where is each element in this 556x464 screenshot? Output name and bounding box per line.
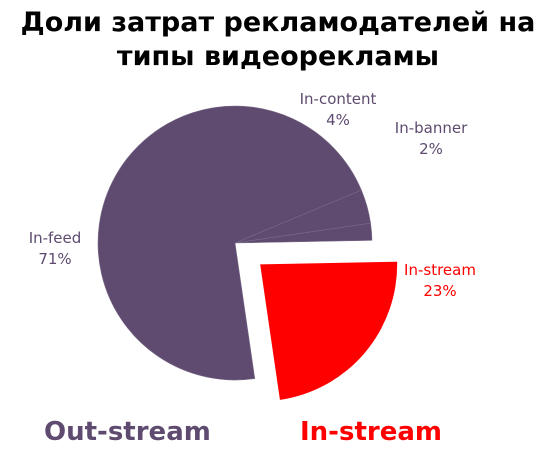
pie-label-in-feed: In-feed 71% [29, 229, 82, 268]
chart-title-line-1: Доли затрат рекламодателей на [20, 7, 536, 38]
pie-label-in-content: In-content 4% [300, 90, 377, 129]
pie-slices [97, 105, 398, 400]
pie-label-value: 23% [423, 282, 456, 300]
pie-label-name: In-content [300, 90, 377, 108]
pie-label-name: In-banner [395, 119, 468, 137]
pie-label-value: 2% [419, 140, 443, 158]
group-label-out-stream: Out-stream [44, 417, 211, 447]
pie-slice-in-stream [260, 261, 398, 400]
pie-label-in-banner: In-banner 2% [395, 119, 468, 158]
pie-label-in-stream: In-stream 23% [404, 261, 476, 300]
pie-labels: In-stream 23% In-feed 71% In-content 4% In-ban… [29, 90, 476, 300]
chart-title: Доли затрат рекламодателей на типы видео… [0, 6, 556, 74]
pie-slice-in-banner [234, 222, 373, 244]
pie-slice-in-feed [97, 105, 362, 381]
pie-label-value: 4% [326, 111, 350, 129]
group-label-in-stream: In-stream [300, 417, 442, 447]
pie-label-name: In-stream [404, 261, 476, 279]
pie-label-name: In-feed [29, 229, 82, 247]
pie-label-value: 71% [38, 250, 71, 268]
chart-title-line-2: типы видеорекламы [116, 41, 440, 72]
